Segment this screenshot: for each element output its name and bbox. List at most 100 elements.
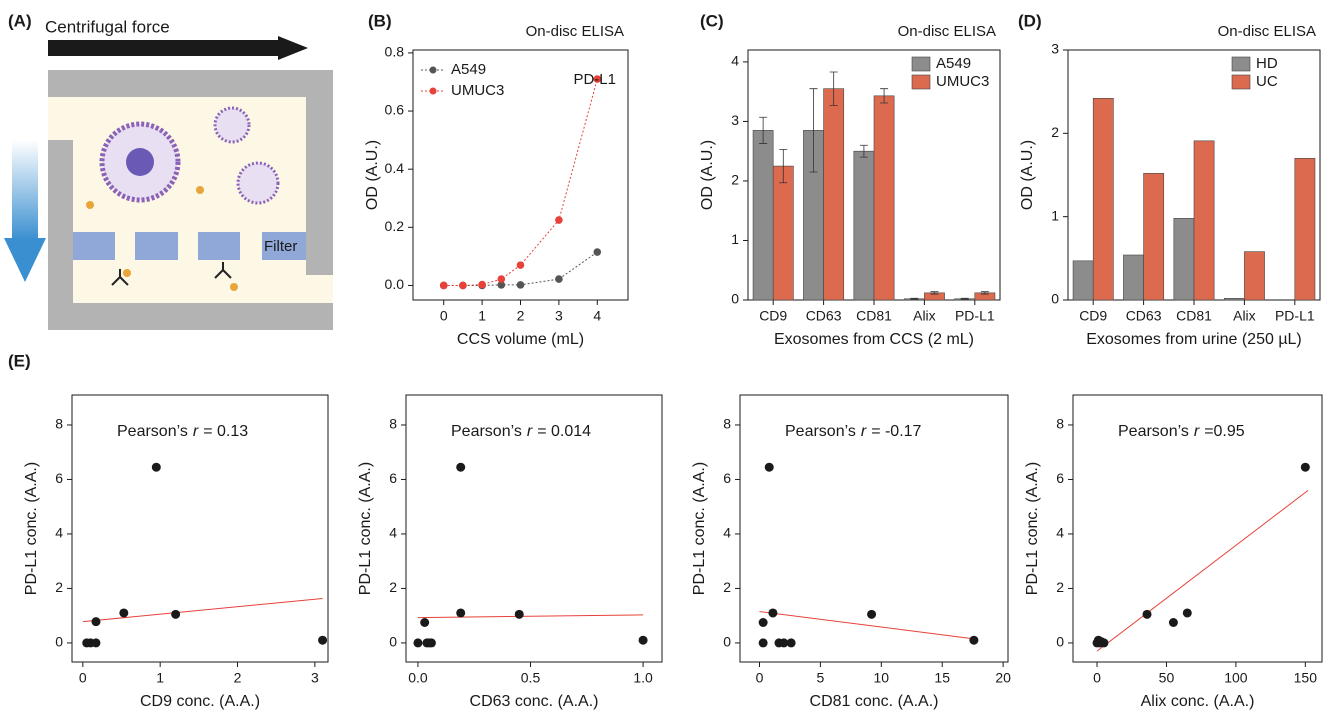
diagram: Centrifugal force Filter bbox=[4, 17, 333, 330]
y-tick-label: 2 bbox=[723, 579, 731, 595]
x-axis-label: CD63 conc. (A.A.) bbox=[470, 693, 599, 710]
x-tick-label: 0.5 bbox=[521, 670, 541, 686]
antibody-bead bbox=[230, 283, 238, 291]
bar bbox=[1193, 140, 1215, 301]
x-tick-label: 0 bbox=[440, 308, 448, 324]
legend-swatch bbox=[911, 74, 931, 90]
y-tick-label: 0.8 bbox=[385, 44, 405, 60]
annotation: Pearson’s r = 0.014 bbox=[451, 423, 591, 440]
y-tick-label: 6 bbox=[723, 470, 731, 486]
annotation-prefix: Pearson’s bbox=[785, 423, 856, 440]
point bbox=[1182, 608, 1192, 618]
antibody-bead bbox=[196, 186, 204, 194]
error-bar bbox=[759, 116, 768, 144]
legend-marker bbox=[429, 87, 437, 95]
exosome bbox=[236, 161, 280, 205]
y-tick-label: 2 bbox=[731, 172, 739, 188]
fit-line bbox=[82, 598, 323, 623]
antibody bbox=[214, 262, 232, 279]
fit-line bbox=[1096, 489, 1309, 652]
y-tick-label: 0.4 bbox=[385, 160, 405, 176]
point bbox=[439, 281, 448, 290]
y-tick-label: 8 bbox=[1056, 416, 1064, 432]
y-tick-label: 2 bbox=[55, 579, 63, 595]
force-arrow-head bbox=[278, 36, 308, 60]
panel-label: (D) bbox=[1018, 11, 1042, 30]
bar bbox=[1244, 251, 1265, 301]
y-axis-label: PD-L1 conc. (A.A.) bbox=[23, 462, 40, 595]
x-tick-label: PD-L1 bbox=[1275, 308, 1315, 324]
x-tick-label: CD63 bbox=[806, 308, 842, 324]
x-tick-label: CD9 bbox=[759, 308, 787, 324]
y-tick-label: 0 bbox=[55, 634, 63, 650]
point bbox=[786, 638, 796, 648]
plot-frame bbox=[405, 394, 663, 663]
antibody-bead bbox=[123, 269, 131, 277]
y-tick-label: 8 bbox=[55, 416, 63, 432]
bar bbox=[1223, 298, 1245, 301]
plot-frame bbox=[71, 394, 329, 663]
point bbox=[151, 462, 161, 472]
annotation: Pearson’s r = 0.13 bbox=[117, 423, 248, 440]
point bbox=[555, 275, 563, 283]
bar bbox=[1072, 260, 1094, 301]
x-tick-label: Alix bbox=[1233, 308, 1256, 324]
bar bbox=[1092, 98, 1114, 301]
error-bar bbox=[859, 144, 868, 158]
y-axis-label: OD (A.U.) bbox=[1019, 140, 1036, 210]
point bbox=[638, 635, 648, 645]
legend-label: UMUC3 bbox=[936, 73, 989, 90]
x-tick-label: 2 bbox=[234, 670, 242, 686]
fit-line bbox=[759, 611, 974, 640]
legend-label: A549 bbox=[936, 55, 971, 72]
filter-label: Filter bbox=[264, 238, 297, 255]
point bbox=[119, 608, 129, 618]
x-tick-label: 0 bbox=[756, 670, 764, 686]
panel-label: (B) bbox=[368, 11, 392, 30]
x-tick-label: 4 bbox=[593, 308, 601, 324]
y-tick-label: 0.2 bbox=[385, 218, 405, 234]
y-tick-label: 4 bbox=[55, 525, 63, 541]
x-tick-label: 0 bbox=[1093, 670, 1101, 686]
x-tick-label: CD81 bbox=[856, 308, 892, 324]
annotation: Pearson’s r =0.95 bbox=[1118, 423, 1245, 440]
bar bbox=[873, 95, 895, 301]
legend-marker bbox=[429, 66, 437, 74]
bar bbox=[1143, 173, 1165, 301]
x-tick-label: 20 bbox=[995, 670, 1011, 686]
flow-arrow-head bbox=[4, 238, 46, 282]
y-tick-label: 0 bbox=[389, 634, 397, 650]
point bbox=[768, 608, 778, 618]
bar bbox=[1123, 254, 1144, 301]
legend-label: UMUC3 bbox=[451, 82, 504, 99]
y-tick-label: 2 bbox=[1056, 579, 1064, 595]
annotation-prefix: Pearson’s bbox=[117, 423, 188, 440]
point bbox=[969, 635, 979, 645]
y-tick-label: 8 bbox=[723, 416, 731, 432]
x-tick-label: 50 bbox=[1159, 670, 1175, 686]
y-axis-label: OD (A.U.) bbox=[699, 140, 716, 210]
bar bbox=[772, 165, 794, 301]
legend-label: A549 bbox=[451, 61, 486, 78]
annotation-symbol: r bbox=[527, 423, 533, 440]
point bbox=[426, 638, 436, 648]
y-tick-label: 2 bbox=[389, 579, 397, 595]
y-tick-label: 4 bbox=[723, 525, 731, 541]
y-tick-label: 6 bbox=[389, 470, 397, 486]
point bbox=[758, 638, 768, 648]
annotation-value: =0.95 bbox=[1204, 423, 1245, 440]
y-tick-label: 1 bbox=[1051, 207, 1059, 223]
legend-swatch bbox=[911, 56, 931, 72]
x-tick-label: Alix bbox=[913, 308, 936, 324]
x-tick-label: 2 bbox=[517, 308, 525, 324]
point bbox=[497, 281, 506, 289]
error-bar bbox=[960, 297, 969, 300]
y-tick-label: 6 bbox=[1056, 470, 1064, 486]
point bbox=[758, 617, 768, 627]
x-tick-label: 150 bbox=[1294, 670, 1318, 686]
annotation-value: = -0.17 bbox=[871, 423, 921, 440]
filter bbox=[135, 232, 178, 260]
x-tick-label: 3 bbox=[311, 670, 319, 686]
y-axis-label: PD-L1 conc. (A.A.) bbox=[1024, 462, 1041, 595]
